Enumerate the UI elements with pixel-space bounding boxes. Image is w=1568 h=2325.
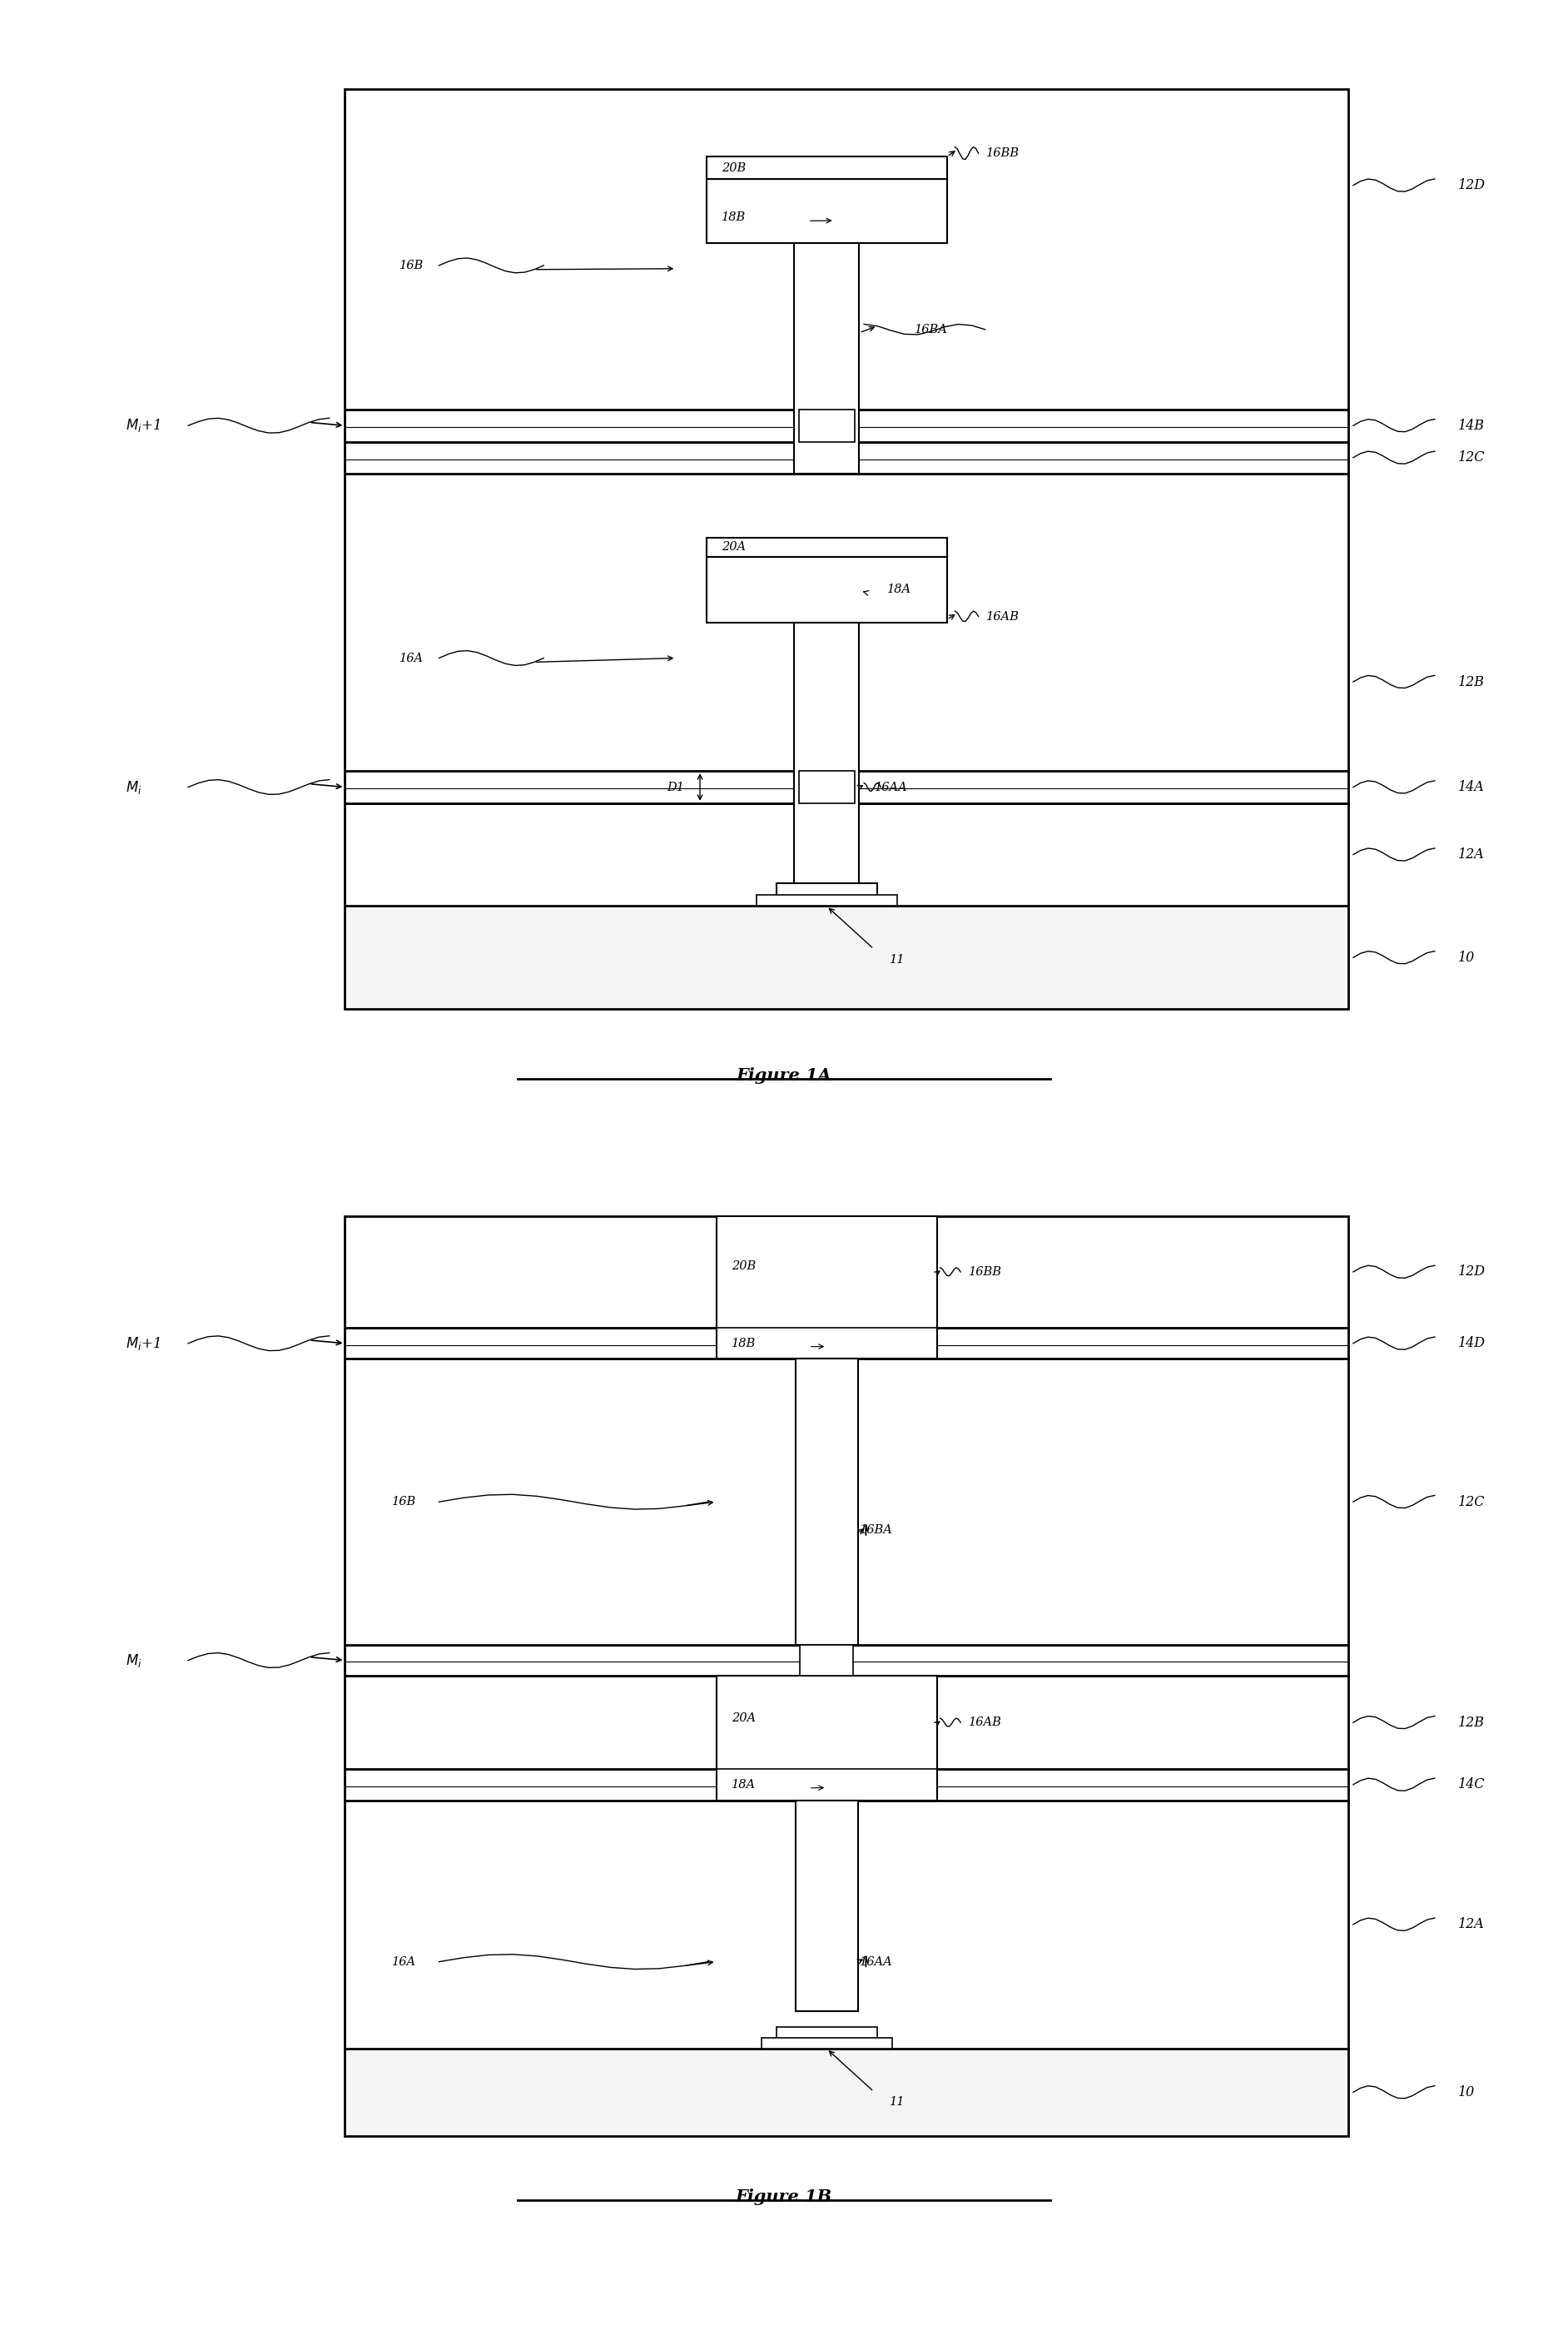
- Bar: [345, 907, 1348, 1009]
- Text: Figure 1A: Figure 1A: [737, 1067, 831, 1083]
- Text: 16BA: 16BA: [914, 323, 947, 335]
- Text: $M_i$+1: $M_i$+1: [125, 1335, 160, 1351]
- Bar: [706, 537, 947, 558]
- Text: 11: 11: [889, 953, 905, 965]
- Bar: [345, 88, 1348, 409]
- Bar: [776, 883, 877, 907]
- Bar: [345, 802, 1348, 907]
- Bar: [795, 1800, 858, 2011]
- Text: D1: D1: [666, 781, 684, 793]
- Bar: [345, 772, 1348, 802]
- Bar: [706, 179, 947, 244]
- Text: $M_i$: $M_i$: [125, 779, 141, 795]
- Text: 16B: 16B: [392, 1495, 417, 1507]
- Text: 20B: 20B: [721, 163, 746, 174]
- Bar: [345, 2048, 1348, 2137]
- Bar: [345, 1769, 1348, 1800]
- Text: 14A: 14A: [1458, 781, 1485, 795]
- Bar: [717, 1216, 938, 1358]
- Text: $M_i$: $M_i$: [125, 1653, 141, 1669]
- Text: 10: 10: [1458, 951, 1475, 965]
- Text: 12B: 12B: [1458, 674, 1485, 688]
- Text: Figure 1B: Figure 1B: [735, 2188, 833, 2204]
- Text: 16AA: 16AA: [875, 781, 908, 793]
- Bar: [717, 1676, 938, 1800]
- Text: 20A: 20A: [732, 1711, 756, 1723]
- Text: 12D: 12D: [1458, 1265, 1486, 1279]
- Text: 16B: 16B: [400, 260, 425, 272]
- Bar: [345, 474, 1348, 772]
- Text: 16AB: 16AB: [969, 1716, 1002, 1727]
- Text: 20B: 20B: [732, 1260, 756, 1272]
- Text: 18A: 18A: [887, 584, 911, 595]
- Bar: [793, 623, 859, 890]
- Bar: [756, 895, 897, 907]
- Text: 18B: 18B: [732, 1337, 756, 1348]
- Bar: [776, 2027, 877, 2048]
- Text: 16BB: 16BB: [969, 1267, 1002, 1279]
- Bar: [706, 558, 947, 623]
- Bar: [800, 1644, 853, 1676]
- Bar: [345, 409, 1348, 442]
- Text: 12C: 12C: [1458, 1495, 1485, 1509]
- Text: 18B: 18B: [721, 212, 746, 223]
- Bar: [800, 772, 855, 802]
- Text: 16A: 16A: [392, 1955, 416, 1967]
- Text: 18A: 18A: [732, 1779, 756, 1790]
- Text: 12D: 12D: [1458, 179, 1486, 193]
- Text: 14D: 14D: [1458, 1337, 1486, 1351]
- Bar: [793, 244, 859, 474]
- Bar: [345, 1644, 1348, 1676]
- Text: 14C: 14C: [1458, 1779, 1485, 1793]
- Text: 11: 11: [889, 2097, 905, 2109]
- Text: 12A: 12A: [1458, 1918, 1485, 1932]
- Text: 16BB: 16BB: [986, 146, 1019, 158]
- Text: 16BA: 16BA: [859, 1525, 892, 1537]
- Text: 16AA: 16AA: [859, 1955, 892, 1967]
- Text: 10: 10: [1458, 2086, 1475, 2099]
- Bar: [345, 1800, 1348, 2048]
- Bar: [345, 1328, 1348, 1358]
- Bar: [345, 442, 1348, 474]
- Bar: [795, 1358, 858, 1644]
- Bar: [762, 2039, 892, 2048]
- Text: 12A: 12A: [1458, 849, 1485, 863]
- Bar: [800, 409, 855, 442]
- Text: 12C: 12C: [1458, 451, 1485, 465]
- Text: 12B: 12B: [1458, 1716, 1485, 1730]
- Bar: [345, 1676, 1348, 1769]
- Bar: [345, 1216, 1348, 1328]
- Text: 20A: 20A: [721, 542, 746, 553]
- Text: 14B: 14B: [1458, 418, 1485, 432]
- Bar: [345, 1358, 1348, 1644]
- Text: 16AB: 16AB: [986, 611, 1019, 623]
- Text: $M_i$+1: $M_i$+1: [125, 416, 160, 435]
- Bar: [706, 156, 947, 179]
- Text: 16A: 16A: [400, 653, 423, 665]
